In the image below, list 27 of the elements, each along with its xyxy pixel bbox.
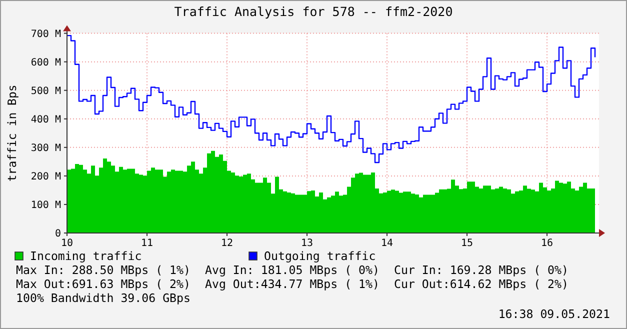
text: Avg Out:434.77 MBps ( 1%) <box>205 277 380 291</box>
legend-label: Incoming traffic <box>30 249 142 263</box>
y-tick-label: 400 M <box>30 114 61 126</box>
text: Cur In: 169.28 MBps ( 0%) <box>394 263 569 277</box>
y-tick-label: 200 M <box>30 171 61 182</box>
y-tick-label: 300 M <box>30 142 61 154</box>
legend-label: Outgoing traffic <box>264 249 376 263</box>
y-tick-label: 100 M <box>30 200 61 211</box>
y-tick-label: 700 M <box>30 28 61 40</box>
x-tick-label: 14 <box>380 238 394 249</box>
y-tick-label: 500 M <box>30 86 61 97</box>
y-tick-label: 0 <box>54 228 61 240</box>
text: Max Out:691.63 MBps ( 2%) <box>16 277 191 291</box>
x-tick-label: 11 <box>140 238 154 249</box>
text: Max In: 288.50 MBps ( 1%) <box>16 263 191 277</box>
text: Avg In: 181.05 MBps ( 0%) <box>205 263 380 277</box>
x-tick-label: 13 <box>300 238 314 249</box>
chart-title: Traffic Analysis for 578 -- ffm2-2020 <box>174 4 453 19</box>
x-tick-label: 12 <box>220 238 234 249</box>
x-tick-label: 10 <box>60 238 74 249</box>
x-tick-label: 16 <box>540 238 554 249</box>
y-axis-title: traffic in Bps <box>5 84 19 182</box>
text: Cur Out:614.62 MBps ( 2%) <box>394 277 569 291</box>
x-tick-label: 15 <box>460 238 474 249</box>
text: 16:38 09.05.2021 <box>498 307 610 321</box>
y-tick-label: 600 M <box>30 57 61 68</box>
text: 100% Bandwidth 39.06 GBps <box>16 291 191 305</box>
